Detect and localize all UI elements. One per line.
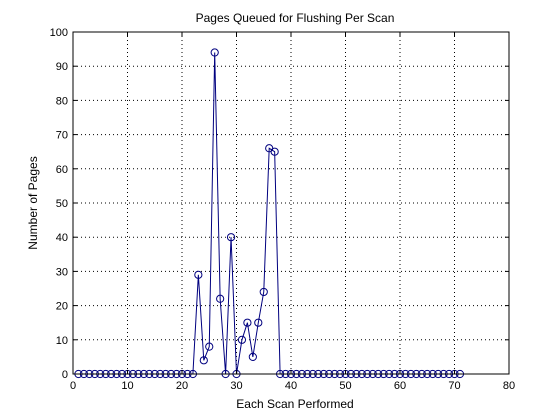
data-point xyxy=(226,233,236,242)
x-tick-label: 60 xyxy=(394,380,406,392)
y-tick-label: 50 xyxy=(56,198,68,210)
x-tick-label: 80 xyxy=(503,380,515,392)
data-point xyxy=(259,287,268,297)
x-tick-label: 20 xyxy=(176,380,188,392)
y-tick-label: 90 xyxy=(56,61,68,73)
x-tick-label: 70 xyxy=(448,380,460,392)
y-tick-label: 70 xyxy=(56,130,68,142)
data-point xyxy=(199,356,208,365)
data-point xyxy=(270,147,279,156)
y-tick-label: 0 xyxy=(62,369,68,381)
data-point xyxy=(254,318,263,327)
x-axis-label: Each Scan Performed xyxy=(236,397,353,411)
x-tick-label: 40 xyxy=(285,380,297,392)
y-tick-label: 100 xyxy=(50,27,68,39)
y-tick-label: 20 xyxy=(56,301,68,313)
y-tick-label: 60 xyxy=(56,164,68,176)
data-point xyxy=(194,270,203,279)
data-point xyxy=(237,335,247,344)
y-tick-label: 80 xyxy=(56,95,68,107)
chart-title: Pages Queued for Flushing Per Scan xyxy=(196,11,395,25)
x-tick-label: 10 xyxy=(121,380,133,392)
y-tick-label: 30 xyxy=(56,266,68,278)
data-point xyxy=(210,48,219,57)
y-tick-label: 40 xyxy=(56,232,68,244)
x-tick-label: 50 xyxy=(339,380,351,392)
data-point xyxy=(243,318,252,327)
grid-lines xyxy=(73,32,509,374)
x-tick-label: 0 xyxy=(70,380,76,392)
axis-ticks: 0 10 20 30 40 50 60 70 80 0 10 20 30 40 50 60 70 80 90 100 xyxy=(50,27,515,392)
data-point xyxy=(216,294,225,303)
data-point xyxy=(248,352,257,361)
x-tick-label: 30 xyxy=(230,380,242,392)
data-point xyxy=(205,342,214,351)
y-tick-label: 10 xyxy=(56,335,68,347)
y-axis-label: Number of Pages xyxy=(26,156,40,249)
